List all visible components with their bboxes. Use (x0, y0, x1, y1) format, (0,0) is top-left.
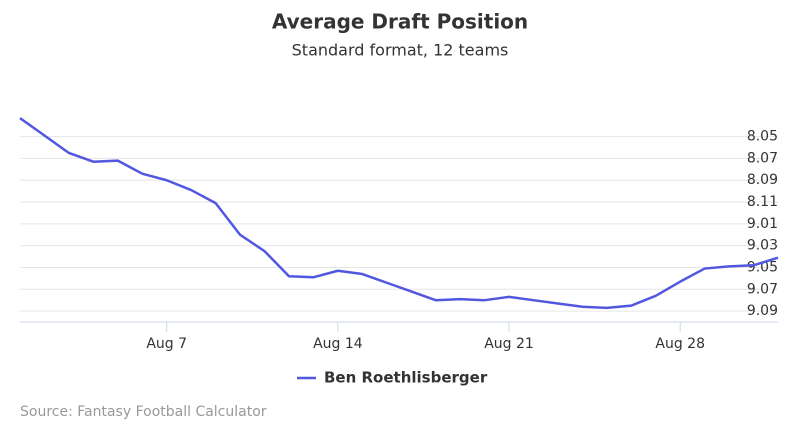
y-tick-label: 8.07 (747, 150, 778, 166)
legend-label: Ben Roethlisberger (324, 369, 488, 387)
y-tick-label: 8.11 (747, 194, 778, 210)
y-tick-label: 8.09 (747, 172, 778, 188)
chart-subtitle: Standard format, 12 teams (292, 41, 509, 60)
x-tick-label: Aug 28 (655, 336, 705, 352)
y-tick-label: 9.07 (747, 281, 778, 297)
y-tick-label: 9.03 (747, 238, 778, 254)
chart-title: Average Draft Position (272, 10, 528, 34)
series-line (19, 117, 779, 310)
y-tick-label: 9.09 (747, 303, 778, 319)
x-tick-label: Aug 21 (484, 336, 534, 352)
y-tick-label: 8.05 (747, 129, 778, 145)
source: Source: Fantasy Football Calculator (20, 404, 267, 420)
x-tick-label: Aug 14 (313, 336, 363, 352)
y-tick-label: 9.05 (747, 259, 778, 275)
y-tick-label: 9.01 (747, 216, 778, 232)
x-tick-label: Aug 7 (146, 336, 187, 352)
